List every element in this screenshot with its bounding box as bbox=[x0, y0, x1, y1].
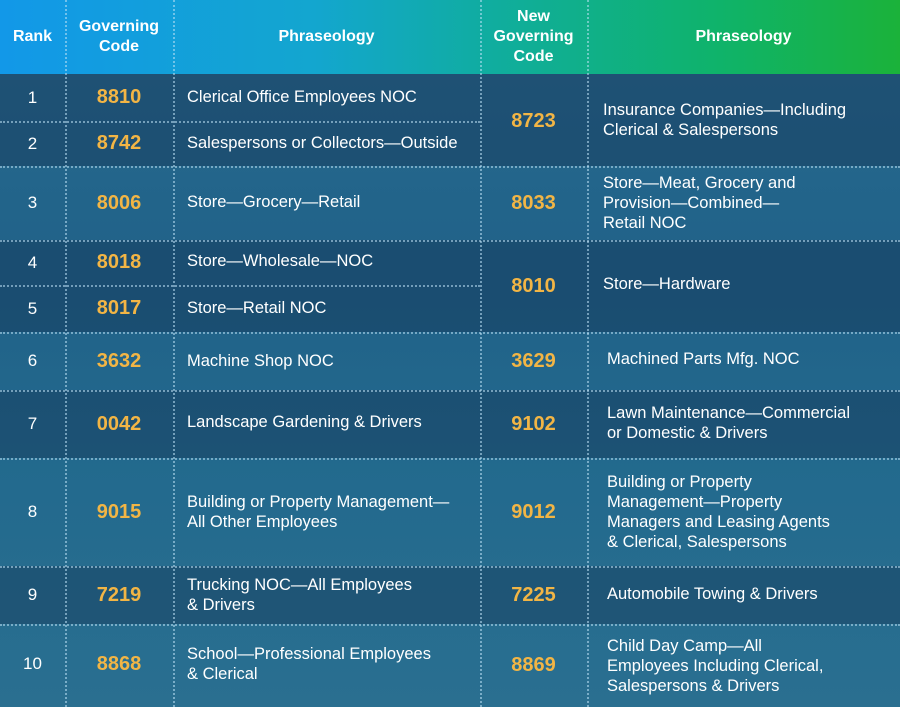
row-divider bbox=[0, 166, 900, 168]
phraseology-text: Trucking NOC—All Employees & Drivers bbox=[187, 576, 412, 614]
governing-code-cell: 3632 bbox=[96, 349, 142, 372]
phraseology-cell: School—Professional Employees & Clerical bbox=[173, 624, 480, 704]
new-phraseology-text: Child Day Camp—All Employees Including C… bbox=[607, 636, 824, 695]
new-phraseology-cell: Machined Parts Mfg. NOC bbox=[587, 332, 900, 386]
row-divider bbox=[0, 121, 480, 123]
new-phraseology-cell: Automobile Towing & Drivers bbox=[587, 566, 900, 622]
new-governing-code-cell: 8010 bbox=[511, 274, 556, 297]
row-divider bbox=[0, 566, 900, 568]
row-group-band bbox=[0, 332, 900, 390]
column-divider bbox=[65, 0, 67, 707]
row-group-band bbox=[0, 74, 900, 166]
new-phraseology-text: Lawn Maintenance—Commercial or Domestic … bbox=[607, 404, 851, 442]
new-governing-code-cell: 9012 bbox=[511, 500, 556, 523]
new-phraseology-text: Machined Parts Mfg. NOC bbox=[607, 350, 800, 368]
header-governing-code: Governing Code bbox=[78, 18, 159, 55]
new-phraseology-cell: Lawn Maintenance—Commercial or Domestic … bbox=[587, 390, 900, 456]
row-group-band bbox=[0, 166, 900, 240]
header-phraseology: Phraseology bbox=[278, 28, 375, 45]
rank-cell: 1 bbox=[27, 87, 38, 107]
row-divider bbox=[0, 624, 900, 626]
phraseology-text: Landscape Gardening & Drivers bbox=[187, 413, 422, 431]
new-governing-code-cell: 8869 bbox=[511, 654, 556, 676]
rank-cell: 4 bbox=[27, 252, 38, 272]
new-phraseology-cell: Building or Property Management—Property… bbox=[587, 458, 900, 566]
column-divider bbox=[480, 0, 482, 707]
governing-code-cell: 8810 bbox=[96, 86, 142, 108]
phraseology-text: Store—Grocery—Retail bbox=[187, 193, 361, 211]
governing-code-cell: 8006 bbox=[96, 191, 142, 214]
governing-code-cell: 8742 bbox=[96, 132, 142, 154]
governing-code-cell: 0042 bbox=[96, 412, 142, 435]
row-group-band bbox=[0, 390, 900, 458]
new-phraseology-cell: Store—Hardware bbox=[587, 240, 900, 328]
rank-cell: 2 bbox=[27, 133, 38, 153]
governing-code-cell: 7219 bbox=[96, 583, 142, 606]
row-divider bbox=[0, 390, 900, 392]
rank-cell: 8 bbox=[27, 502, 38, 521]
column-divider bbox=[173, 0, 175, 707]
header-new-phraseology: Phraseology bbox=[695, 28, 792, 45]
new-governing-code-cell: 9102 bbox=[511, 412, 556, 435]
new-phraseology-text: Building or Property Management—Property… bbox=[607, 473, 830, 551]
phraseology-cell: Trucking NOC—All Employees & Drivers bbox=[173, 566, 480, 624]
header-rank: Rank bbox=[12, 28, 53, 45]
row-group-band bbox=[0, 458, 900, 566]
phraseology-cell: Landscape Gardening & Drivers bbox=[173, 390, 480, 454]
phraseology-cell: Salespersons or Collectors—Outside bbox=[173, 121, 480, 164]
governing-code-cell: 9015 bbox=[96, 500, 142, 523]
phraseology-text: Clerical Office Employees NOC bbox=[187, 87, 417, 106]
row-divider bbox=[0, 332, 900, 334]
table-header: Rank Governing Code Phraseology New Gove… bbox=[0, 0, 900, 74]
rank-cell: 3 bbox=[27, 193, 38, 212]
phraseology-text: Machine Shop NOC bbox=[187, 351, 334, 370]
rank-cell: 7 bbox=[27, 414, 38, 433]
row-divider bbox=[0, 285, 480, 287]
rank-cell: 10 bbox=[23, 654, 42, 673]
phraseology-cell: Machine Shop NOC bbox=[173, 332, 480, 389]
new-phraseology-cell: Store—Meat, Grocery and Provision—Combin… bbox=[587, 166, 900, 240]
phraseology-text: Salespersons or Collectors—Outside bbox=[187, 133, 458, 152]
new-phraseology-cell: Child Day Camp—All Employees Including C… bbox=[587, 624, 900, 707]
rank-cell: 6 bbox=[27, 351, 38, 370]
new-phraseology-cell: Insurance Companies—Including Clerical &… bbox=[587, 74, 900, 166]
rank-cell: 5 bbox=[27, 298, 38, 318]
row-group-band bbox=[0, 566, 900, 624]
new-phraseology-text: Insurance Companies—Including Clerical &… bbox=[603, 101, 847, 139]
phraseology-text: Building or Property Management— All Oth… bbox=[187, 493, 450, 531]
new-phraseology-text: Store—Hardware bbox=[603, 275, 731, 293]
new-governing-code-cell: 8723 bbox=[511, 109, 556, 132]
new-governing-code-cell: 3629 bbox=[511, 349, 556, 372]
new-governing-code-cell: 7225 bbox=[511, 583, 556, 606]
phraseology-cell: Clerical Office Employees NOC bbox=[173, 74, 480, 119]
new-phraseology-text: Store—Meat, Grocery and Provision—Combin… bbox=[603, 174, 796, 232]
rank-cell: 9 bbox=[27, 585, 38, 604]
phraseology-cell: Store—Grocery—Retail bbox=[173, 166, 480, 238]
header-new-governing-code: New Governing Code bbox=[493, 8, 574, 65]
phraseology-cell: Store—Wholesale—NOC bbox=[173, 240, 480, 281]
governing-code-cell: 8017 bbox=[96, 297, 142, 319]
column-divider bbox=[587, 0, 589, 707]
phraseology-cell: Building or Property Management— All Oth… bbox=[173, 458, 480, 566]
governing-code-cell: 8018 bbox=[96, 251, 142, 273]
row-divider bbox=[0, 458, 900, 460]
phraseology-text: Store—Wholesale—NOC bbox=[187, 251, 374, 270]
new-governing-code-cell: 8033 bbox=[511, 191, 556, 214]
phraseology-text: Store—Retail NOC bbox=[187, 298, 327, 317]
phraseology-text: School—Professional Employees & Clerical bbox=[187, 645, 431, 683]
phraseology-cell: Store—Retail NOC bbox=[173, 285, 480, 330]
new-phraseology-text: Automobile Towing & Drivers bbox=[607, 585, 818, 603]
row-divider bbox=[0, 240, 900, 242]
row-group-band bbox=[0, 624, 900, 707]
governing-code-cell: 8868 bbox=[96, 652, 142, 675]
